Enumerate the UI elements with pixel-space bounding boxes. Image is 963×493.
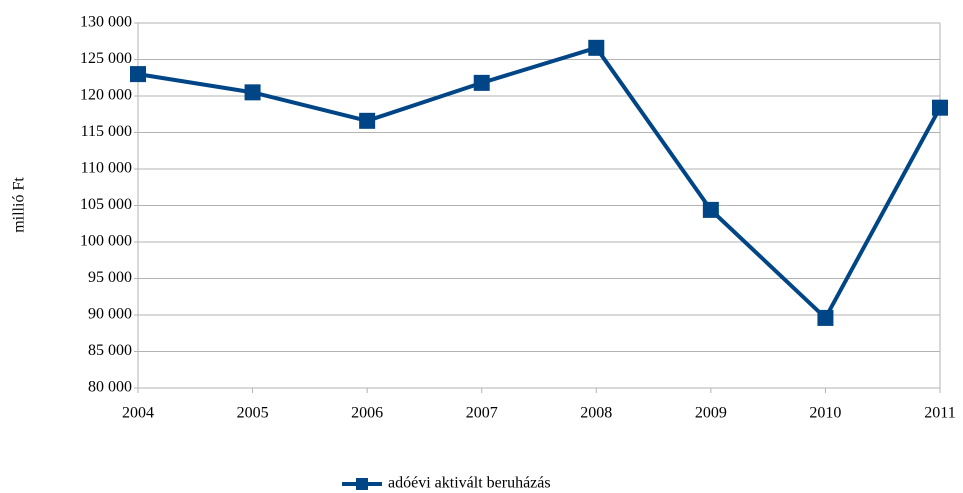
legend-marker: [356, 478, 368, 490]
x-tick-label: 2006: [351, 405, 383, 422]
x-tick-label: 2011: [924, 405, 955, 422]
y-tick-label: 115 000: [81, 123, 132, 140]
data-point: [932, 99, 948, 116]
y-tick-label: 110 000: [81, 160, 132, 177]
data-point: [130, 66, 146, 83]
legend-label: adóévi aktivált beruházás: [388, 475, 551, 492]
x-tick-label: 2007: [466, 405, 498, 422]
data-point: [702, 201, 719, 218]
x-tick-label: 2004: [122, 405, 154, 422]
y-tick-label: 120 000: [80, 87, 132, 104]
data-point: [817, 309, 834, 326]
y-tick-label: 100 000: [80, 233, 132, 250]
y-tick-label: 90 000: [88, 306, 132, 323]
x-tick-label: 2005: [237, 405, 269, 422]
y-tick-label: 105 000: [80, 196, 132, 213]
x-tick-label: 2009: [695, 405, 727, 422]
x-tick-label: 2010: [809, 405, 841, 422]
y-tick-label: 85 000: [88, 342, 132, 359]
y-tick-label: 80 000: [88, 379, 132, 396]
series-line: [137, 45, 942, 320]
data-point: [473, 74, 490, 91]
y-axis-label: millió Ft: [11, 177, 28, 233]
data-point: [244, 84, 261, 101]
data-point: [588, 39, 605, 56]
y-tick-label: 130 000: [80, 14, 132, 31]
y-tick-label: 125 000: [80, 50, 132, 67]
data-point: [359, 112, 376, 129]
y-tick-label: 95 000: [88, 269, 132, 286]
x-tick-label: 2008: [580, 405, 612, 422]
